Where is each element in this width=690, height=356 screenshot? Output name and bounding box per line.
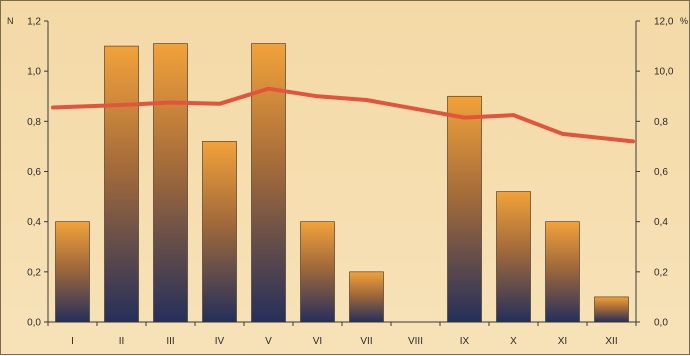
line-series: [51, 86, 635, 144]
bar-XII: [594, 296, 629, 323]
line-point-VII: [366, 99, 367, 101]
right-tick-label: 0,6: [654, 167, 668, 178]
right-tick-label: 10,0: [654, 67, 674, 78]
x-tick-label: IX: [460, 336, 470, 347]
left-tick-label: 0,0: [27, 318, 41, 329]
line-point-X: [513, 114, 514, 116]
bar-III: [153, 43, 188, 323]
left-tick-label: 1,0: [27, 67, 41, 78]
x-tick-label: I: [71, 336, 74, 347]
line-point-IV: [219, 103, 220, 105]
left-tick-label: 0,2: [27, 267, 41, 278]
line-point-VIII: [415, 108, 416, 110]
line-point-VI: [317, 95, 318, 97]
line-point-XII: [632, 140, 634, 142]
line-point-IX: [464, 117, 465, 119]
bar-I: [55, 221, 90, 323]
bar-IX: [447, 95, 482, 323]
left-tick-label: 0,8: [27, 117, 41, 128]
left-axis-unit: N: [7, 16, 14, 26]
x-tick-label: VIII: [408, 336, 423, 347]
bar-VII: [349, 271, 384, 323]
x-tick-label: IV: [215, 336, 225, 347]
right-tick-label: 0,2: [654, 267, 668, 278]
bar-II: [104, 45, 139, 323]
bar-VI: [300, 221, 335, 323]
x-tick-label: II: [119, 336, 125, 347]
x-tick-label: X: [510, 336, 517, 347]
x-tick-label: XII: [605, 336, 617, 347]
bar-X: [496, 191, 531, 323]
line-point-V: [268, 88, 269, 90]
right-tick-label: 0,4: [654, 217, 668, 228]
line-point-III: [170, 102, 171, 104]
x-tick-label: III: [166, 336, 174, 347]
right-tick-label: 0,8: [654, 117, 668, 128]
x-tick-label: V: [265, 336, 272, 347]
line-point-II: [121, 104, 122, 106]
x-tick-label: VII: [360, 336, 372, 347]
right-tick-label: 12,0: [654, 17, 674, 28]
left-tick-label: 1,2: [27, 17, 41, 28]
bar-XI: [545, 221, 580, 323]
x-tick-label: XI: [558, 336, 567, 347]
line-point-I: [52, 107, 54, 109]
left-tick-label: 0,4: [27, 217, 41, 228]
left-tick-label: 0,6: [27, 167, 41, 178]
line-point-XI: [562, 133, 563, 135]
right-tick-label: 0,0: [654, 318, 668, 329]
bar-V: [251, 43, 286, 323]
x-tick-label: VI: [313, 336, 322, 347]
right-axis-unit: %: [680, 16, 688, 26]
bar-IV: [202, 141, 237, 323]
